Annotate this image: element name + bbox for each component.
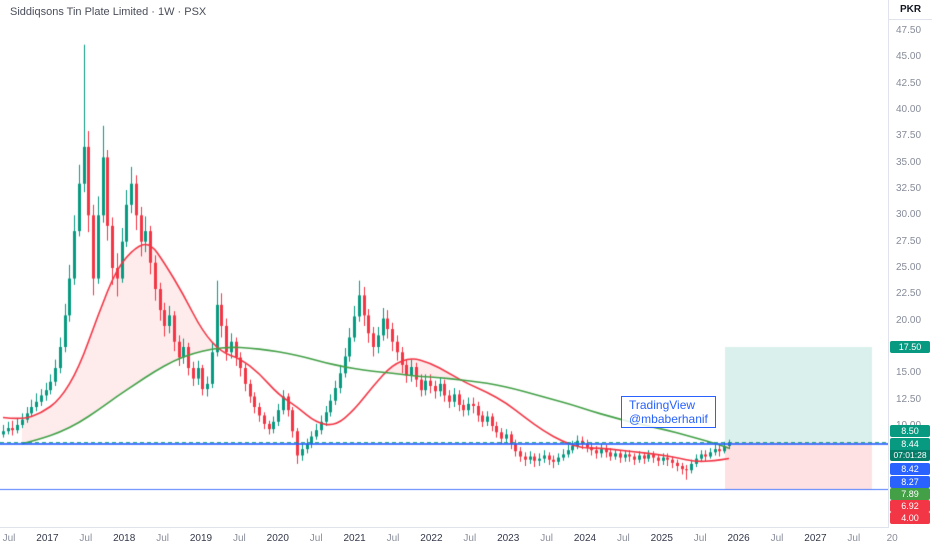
time-label: Jul bbox=[2, 533, 16, 544]
price-axis[interactable]: PKR 47.50 45.00 42.50 40.00 37.50 35.00 32.50 3… bbox=[888, 0, 932, 528]
price-badge: 4.00 bbox=[890, 512, 930, 524]
time-label: Jul bbox=[693, 533, 707, 544]
bar-countdown: 07:01:28 bbox=[890, 450, 930, 461]
time-label: Jul bbox=[156, 533, 169, 544]
time-label: 2017 bbox=[36, 533, 59, 544]
price-badge: 8.44 07:01:28 bbox=[890, 438, 930, 461]
time-label: 20 bbox=[886, 533, 898, 544]
price-badge: 8.27 bbox=[890, 476, 930, 488]
annotation-line1: TradingView bbox=[629, 398, 696, 412]
price-tick-label: 30.00 bbox=[896, 209, 922, 221]
time-label: Jul bbox=[79, 533, 93, 544]
price-chart-canvas[interactable] bbox=[0, 0, 888, 528]
price-badge: 17.50 bbox=[890, 341, 930, 353]
time-label: Jul bbox=[463, 533, 477, 544]
price-tick-label: 45.00 bbox=[896, 51, 922, 63]
annotation-text-box[interactable]: TradingView @mbaberhanif bbox=[621, 396, 716, 428]
time-label: 2020 bbox=[266, 533, 289, 544]
time-label: 2027 bbox=[804, 533, 827, 544]
price-badge: 6.92 bbox=[890, 500, 930, 512]
time-label: 2022 bbox=[420, 533, 443, 544]
price-tick-label: 27.50 bbox=[896, 235, 922, 247]
time-label: 2019 bbox=[189, 533, 213, 544]
time-label: 2023 bbox=[497, 533, 520, 544]
currency-label[interactable]: PKR bbox=[889, 0, 932, 20]
time-axis[interactable]: Jul 2017 Jul 2018 Jul 2019 Jul 2020 Jul 2021 Jul 20… bbox=[0, 527, 932, 550]
time-label: 2021 bbox=[343, 533, 366, 544]
time-label: Jul bbox=[847, 533, 861, 544]
price-tick-label: 42.50 bbox=[896, 77, 922, 89]
time-label: 2018 bbox=[113, 533, 136, 544]
price-tick-label: 25.00 bbox=[896, 261, 922, 273]
price-tick-label: 32.50 bbox=[896, 182, 922, 194]
price-badge: 8.42 bbox=[890, 463, 930, 475]
price-badge: 8.50 bbox=[890, 425, 930, 437]
price-tick-label: 37.50 bbox=[896, 130, 922, 142]
time-label: 2026 bbox=[727, 533, 750, 544]
time-label: Jul bbox=[540, 533, 553, 544]
time-label: 2024 bbox=[573, 533, 597, 544]
price-tick-label: 22.50 bbox=[896, 288, 922, 300]
price-badge: 7.89 bbox=[890, 488, 930, 500]
symbol-title[interactable]: Siddiqsons Tin Plate Limited · 1W · PSX bbox=[10, 6, 207, 18]
time-label: 2025 bbox=[650, 533, 673, 544]
time-label: Jul bbox=[770, 533, 784, 544]
time-label: Jul bbox=[386, 533, 400, 544]
time-label: Jul bbox=[232, 533, 246, 544]
price-tick-label: 20.00 bbox=[896, 314, 922, 326]
price-tick-label: 47.50 bbox=[896, 25, 922, 36]
price-tick-label: 35.00 bbox=[896, 156, 922, 168]
price-tick-label: 40.00 bbox=[896, 103, 922, 115]
price-tick-label: 12.50 bbox=[896, 393, 922, 405]
time-label: Jul bbox=[616, 533, 630, 544]
price-tick-label: 15.00 bbox=[896, 367, 922, 379]
time-label: Jul bbox=[309, 533, 323, 544]
annotation-line2: @mbaberhanif bbox=[629, 412, 708, 426]
